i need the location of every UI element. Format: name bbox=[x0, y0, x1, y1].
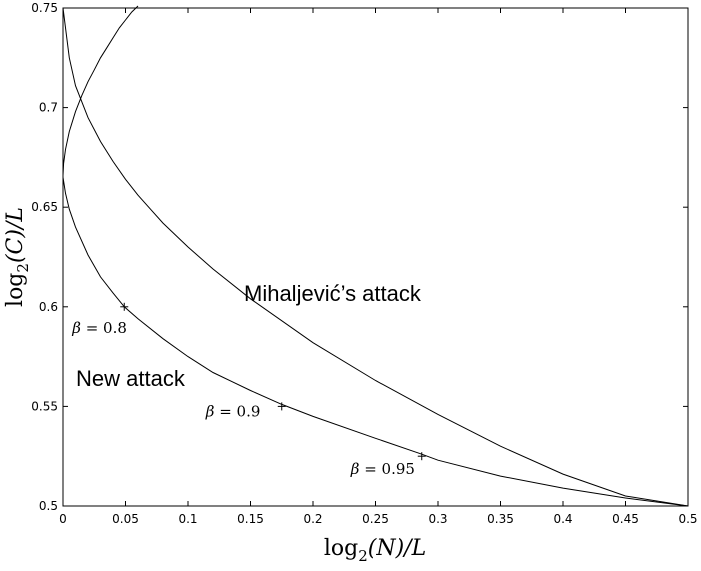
x-axis-label: log2(N)/L bbox=[324, 536, 426, 565]
y-tick-label: 0.5 bbox=[39, 499, 58, 513]
curve-mihaljevic bbox=[62, 7, 689, 507]
beta-label: β = 0.95 bbox=[350, 460, 415, 478]
beta-label: β = 0.9 bbox=[205, 402, 261, 420]
y-tick-label: 0.6 bbox=[39, 300, 58, 314]
x-tick-label: 0.25 bbox=[362, 512, 389, 526]
annotation-mihaljevic: Mihaljević’s attack bbox=[244, 281, 422, 306]
x-tick-label: 0.2 bbox=[303, 512, 322, 526]
plot-frame bbox=[62, 7, 689, 507]
curve-new-attack bbox=[62, 177, 689, 507]
x-tick-label: 0.35 bbox=[487, 512, 514, 526]
curve-upper-branch bbox=[62, 5, 139, 176]
x-tick-label: 0 bbox=[59, 512, 67, 526]
y-tick-label: 0.55 bbox=[31, 399, 58, 413]
markers: β = 0.8 β = 0.9 β = 0.95 bbox=[71, 302, 426, 478]
x-tick-label: 0.3 bbox=[428, 512, 447, 526]
x-tick-label: 0.1 bbox=[178, 512, 197, 526]
y-tick-label: 0.65 bbox=[31, 200, 58, 214]
x-tick-label: 0.4 bbox=[553, 512, 572, 526]
y-tick-label: 0.75 bbox=[31, 1, 58, 15]
x-tick-label: 0.15 bbox=[237, 512, 264, 526]
x-tick-label: 0.05 bbox=[112, 512, 139, 526]
x-tick-label: 0.5 bbox=[678, 512, 697, 526]
x-tick-label: 0.45 bbox=[612, 512, 639, 526]
annotation-new-attack: New attack bbox=[76, 366, 186, 391]
y-axis-label: log2(C)/L bbox=[3, 207, 32, 307]
y-tick-label: 0.7 bbox=[39, 101, 58, 115]
beta-label: β = 0.8 bbox=[71, 319, 127, 337]
ticks: 0 0.05 0.1 0.15 0.2 0.25 0.3 0.35 0.4 0.45 0.5 0.5 0… bbox=[31, 1, 697, 526]
curves bbox=[62, 5, 689, 507]
